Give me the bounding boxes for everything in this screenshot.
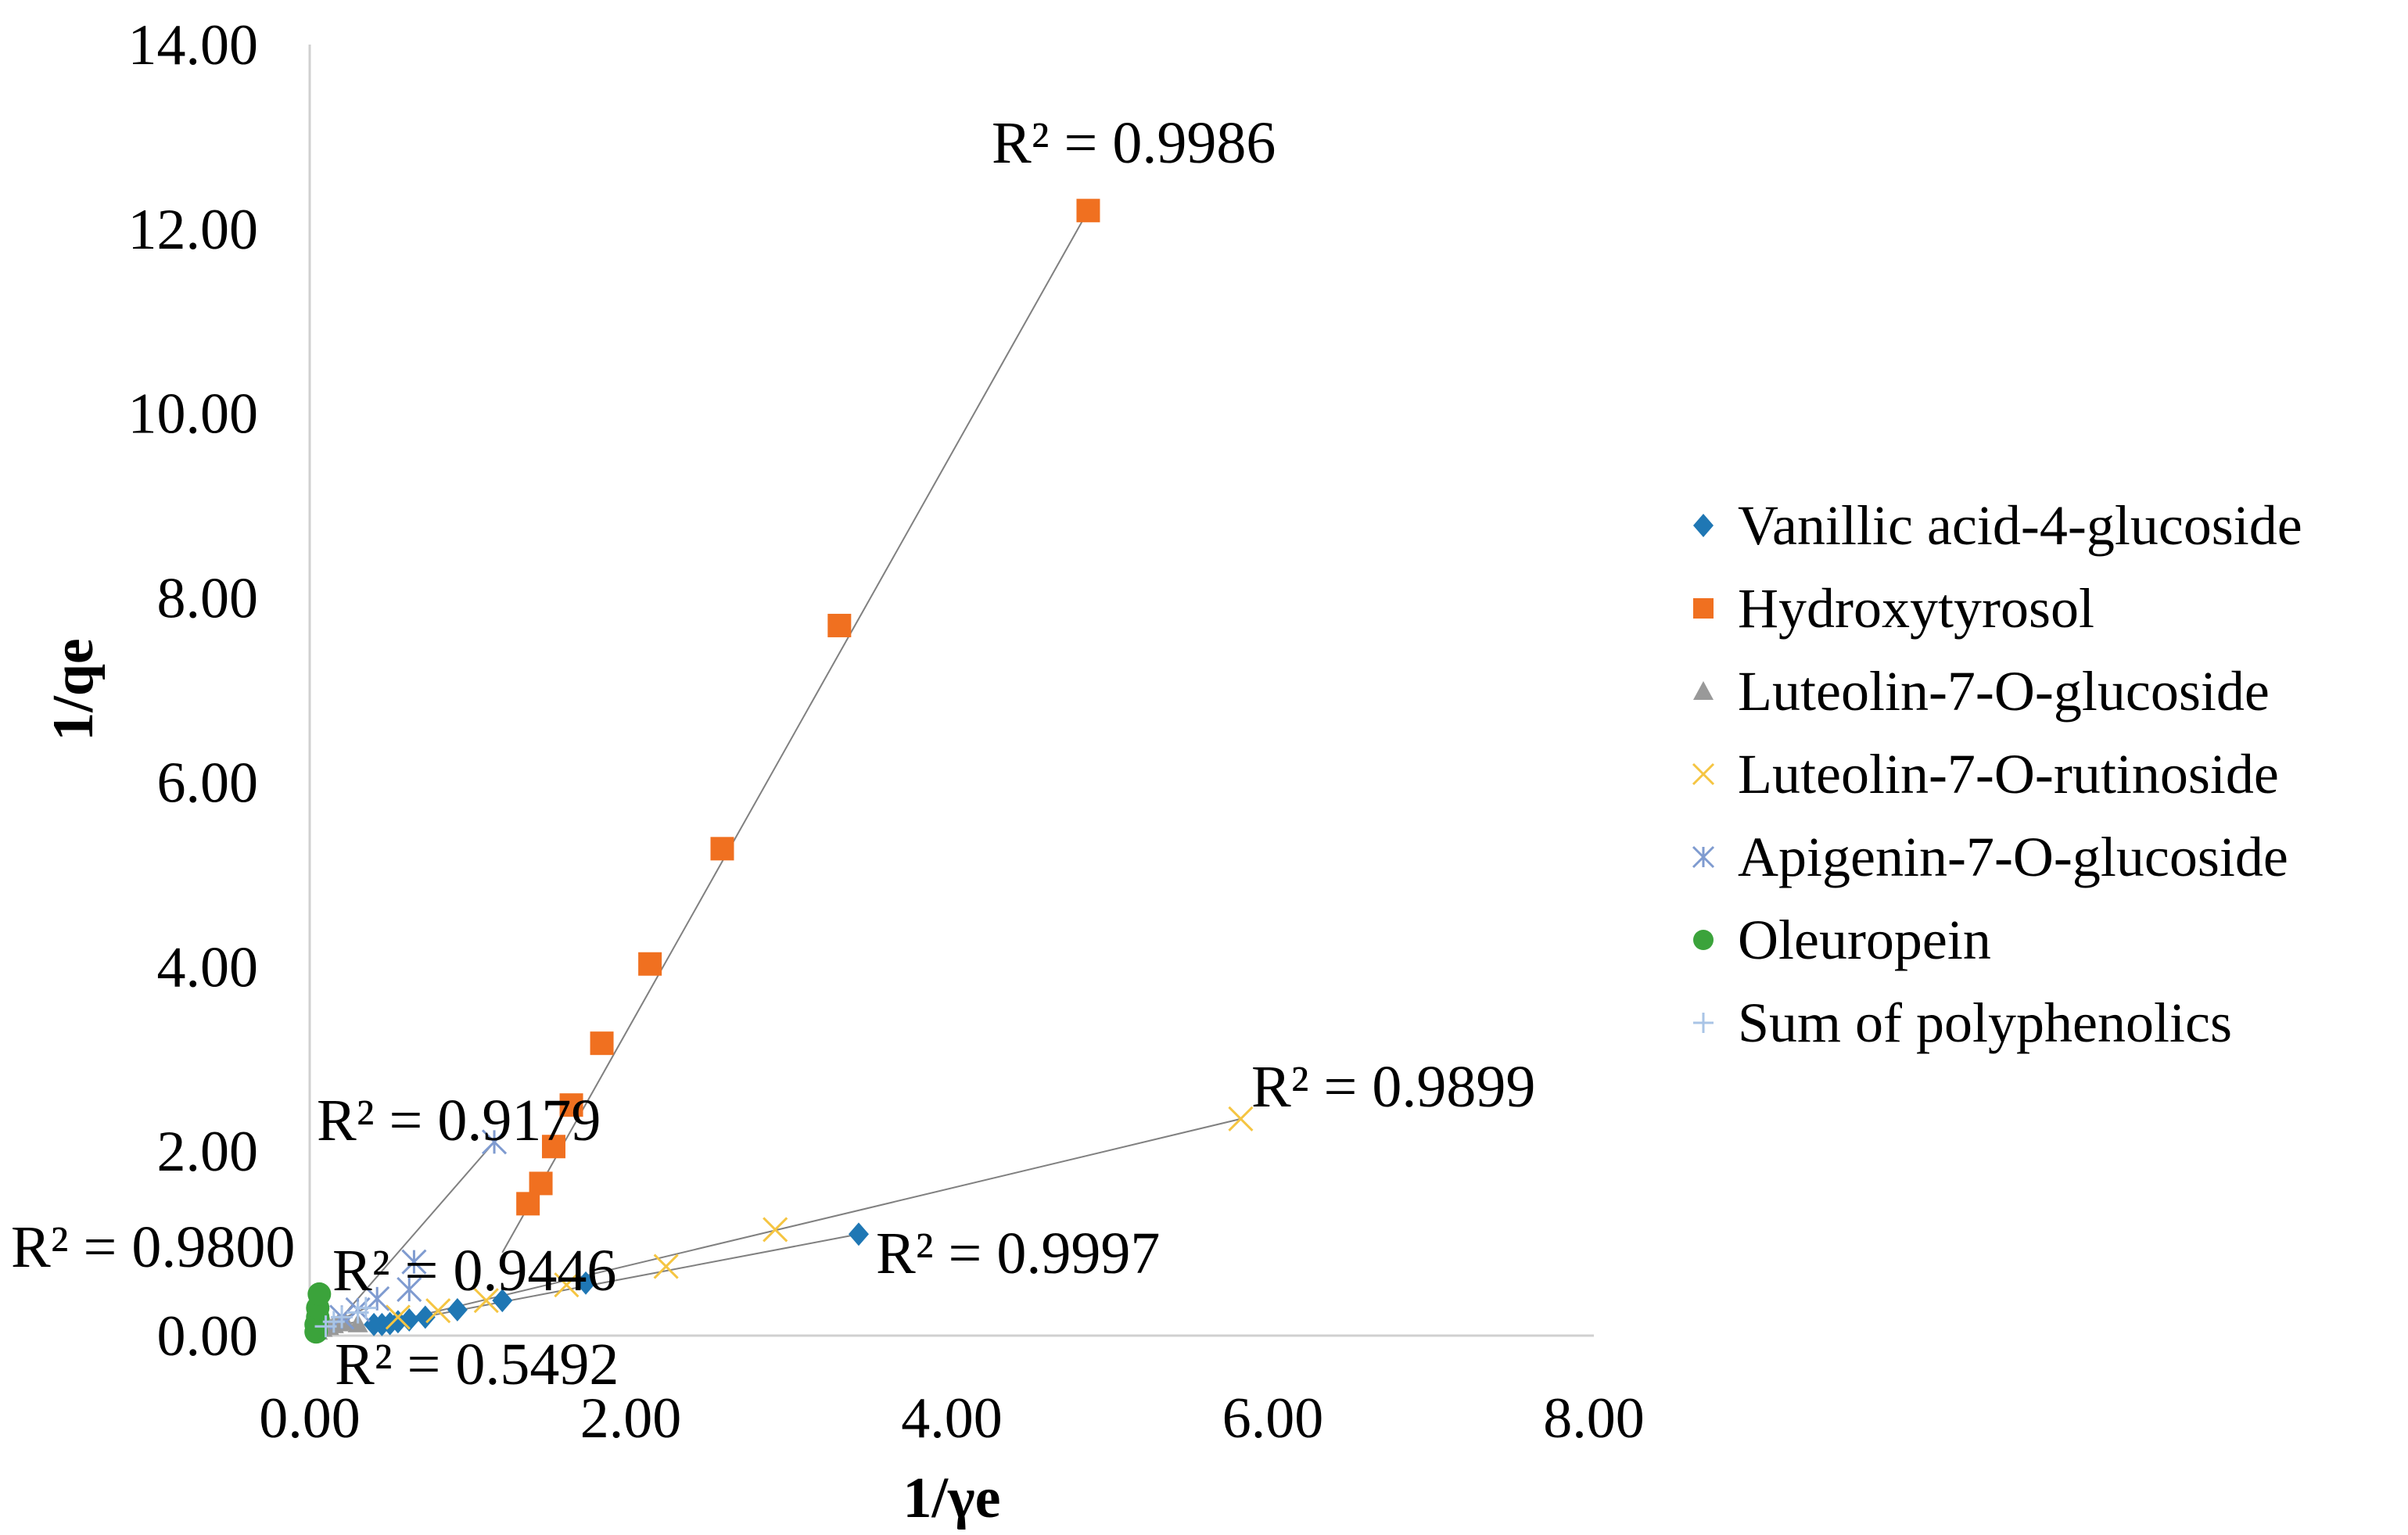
data-point xyxy=(492,1289,513,1313)
data-point xyxy=(331,1306,353,1329)
legend-item: Sum of polyphenolics xyxy=(1693,992,2232,1054)
legend-item: Luteolin-7-O-rutinoside xyxy=(1692,743,2279,805)
data-point xyxy=(307,1282,332,1306)
legend-item: Hydroxytyrosol xyxy=(1693,577,2094,640)
legend-marker xyxy=(1693,681,1714,701)
trendlines xyxy=(314,210,1241,1336)
trendline-3 xyxy=(373,1117,1241,1328)
data-point xyxy=(541,1135,565,1159)
y-tick-label: 0.00 xyxy=(157,1304,259,1368)
legend-marker xyxy=(1692,762,1715,786)
legend-marker xyxy=(1692,845,1715,869)
data-point xyxy=(763,1217,788,1243)
data-point xyxy=(653,1253,679,1279)
legend-label: Apigenin-7-O-glucoside xyxy=(1738,826,2288,888)
legend-label: Oleuropein xyxy=(1738,909,1991,971)
r2-label-hydroxytyrosol: R² = 0.9986 xyxy=(992,110,1276,176)
legend-marker xyxy=(1693,1013,1714,1033)
data-point xyxy=(397,1276,422,1303)
x-tick-label: 6.00 xyxy=(1222,1386,1324,1451)
y-tick-label: 4.00 xyxy=(157,935,259,999)
y-tick-label: 14.00 xyxy=(128,13,259,77)
data-point xyxy=(576,1271,597,1295)
r2-label-apigenin: R² = 0.9179 xyxy=(317,1088,601,1153)
r2-label-sum: R² = 0.9446 xyxy=(332,1238,616,1304)
legend-label: Sum of polyphenolics xyxy=(1738,992,2232,1054)
data-point xyxy=(425,1298,451,1324)
x-axis-title: 1/γe xyxy=(903,1466,1000,1530)
data-point xyxy=(559,1093,583,1117)
y-tick-label: 10.00 xyxy=(128,382,259,447)
y-tick-label: 12.00 xyxy=(128,198,259,262)
data-point xyxy=(710,837,734,861)
r2-label-oleuropein: R² = 0.9800 xyxy=(11,1214,295,1280)
x-tick-label: 0.00 xyxy=(259,1386,361,1451)
data-point xyxy=(401,1249,427,1275)
legend-label: Vanillic acid-4-glucoside xyxy=(1738,494,2302,557)
legend-label: Luteolin-7-O-rutinoside xyxy=(1738,743,2279,805)
data-point xyxy=(1228,1106,1254,1132)
r2-label-luteolin-glucoside: R² = 0.5492 xyxy=(335,1332,619,1397)
y-axis-title: 1/qe xyxy=(41,638,106,741)
data-point xyxy=(364,1286,390,1311)
legend-item: Apigenin-7-O-glucoside xyxy=(1692,826,2288,888)
legend-marker xyxy=(1693,598,1714,619)
y-tick-label: 8.00 xyxy=(157,567,259,631)
y-tick-label: 6.00 xyxy=(157,751,259,815)
legend-item: Luteolin-7-O-glucoside xyxy=(1693,660,2270,723)
legend: Vanillic acid-4-glucoside Hydroxytyrosol L… xyxy=(1692,494,2302,1054)
data-point xyxy=(447,1298,468,1322)
x-tick-labels: 0.00 2.00 4.00 6.00 8.00 xyxy=(259,1386,1645,1451)
legend-marker xyxy=(1693,514,1714,537)
data-point xyxy=(516,1192,540,1216)
y-tick-label: 2.00 xyxy=(157,1120,259,1184)
data-point xyxy=(1076,199,1100,223)
data-point xyxy=(385,1304,411,1330)
data-point xyxy=(529,1171,553,1196)
trendline-4 xyxy=(325,1141,495,1336)
legend-item: Vanillic acid-4-glucoside xyxy=(1693,494,2302,557)
data-point xyxy=(399,1308,420,1332)
data-point xyxy=(590,1031,614,1056)
r2-label-luteolin-rutinoside: R² = 0.9899 xyxy=(1251,1054,1535,1120)
axes xyxy=(308,45,1594,1337)
data-point xyxy=(554,1272,580,1298)
data-point xyxy=(848,1222,869,1246)
data-point xyxy=(638,952,662,976)
data-point xyxy=(473,1288,499,1314)
r2-label-vanillic: R² = 0.9997 xyxy=(876,1221,1160,1286)
data-points xyxy=(304,199,1254,1344)
y-tick-labels: 0.00 2.00 4.00 6.00 8.00 10.00 12.00 14.00 xyxy=(128,13,259,1368)
data-point xyxy=(414,1305,436,1329)
legend-label: Hydroxytyrosol xyxy=(1738,577,2094,640)
legend-marker xyxy=(1693,930,1714,950)
trendline-1 xyxy=(501,210,1089,1253)
x-tick-label: 8.00 xyxy=(1543,1386,1645,1451)
data-point xyxy=(481,1129,508,1155)
legend-item: Oleuropein xyxy=(1693,909,1991,971)
legend-label: Luteolin-7-O-glucoside xyxy=(1738,660,2270,723)
data-point xyxy=(827,613,852,637)
data-point xyxy=(354,1297,377,1319)
x-tick-label: 4.00 xyxy=(901,1386,1003,1451)
x-tick-label: 2.00 xyxy=(580,1386,682,1451)
